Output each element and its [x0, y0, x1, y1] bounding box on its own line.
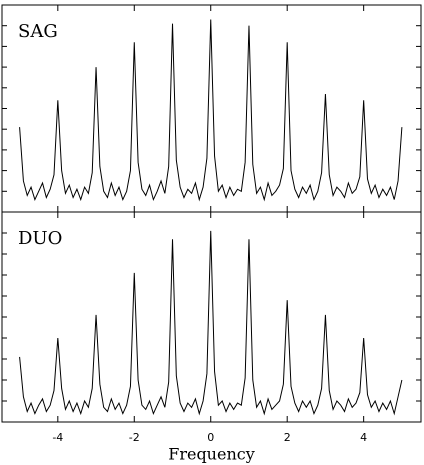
spectrum-line: [19, 230, 403, 416]
x-tick-label: 0: [207, 431, 214, 444]
x-tick-label: 2: [284, 431, 291, 444]
panel-label: SAG: [18, 21, 58, 42]
spectrum-line: [19, 19, 403, 202]
x-tick-label: -2: [129, 431, 140, 444]
x-tick-label: 4: [360, 431, 367, 444]
x-tick-label: -4: [52, 431, 63, 444]
x-axis-title: Frequency: [168, 445, 255, 464]
panel-label: DUO: [18, 228, 62, 249]
